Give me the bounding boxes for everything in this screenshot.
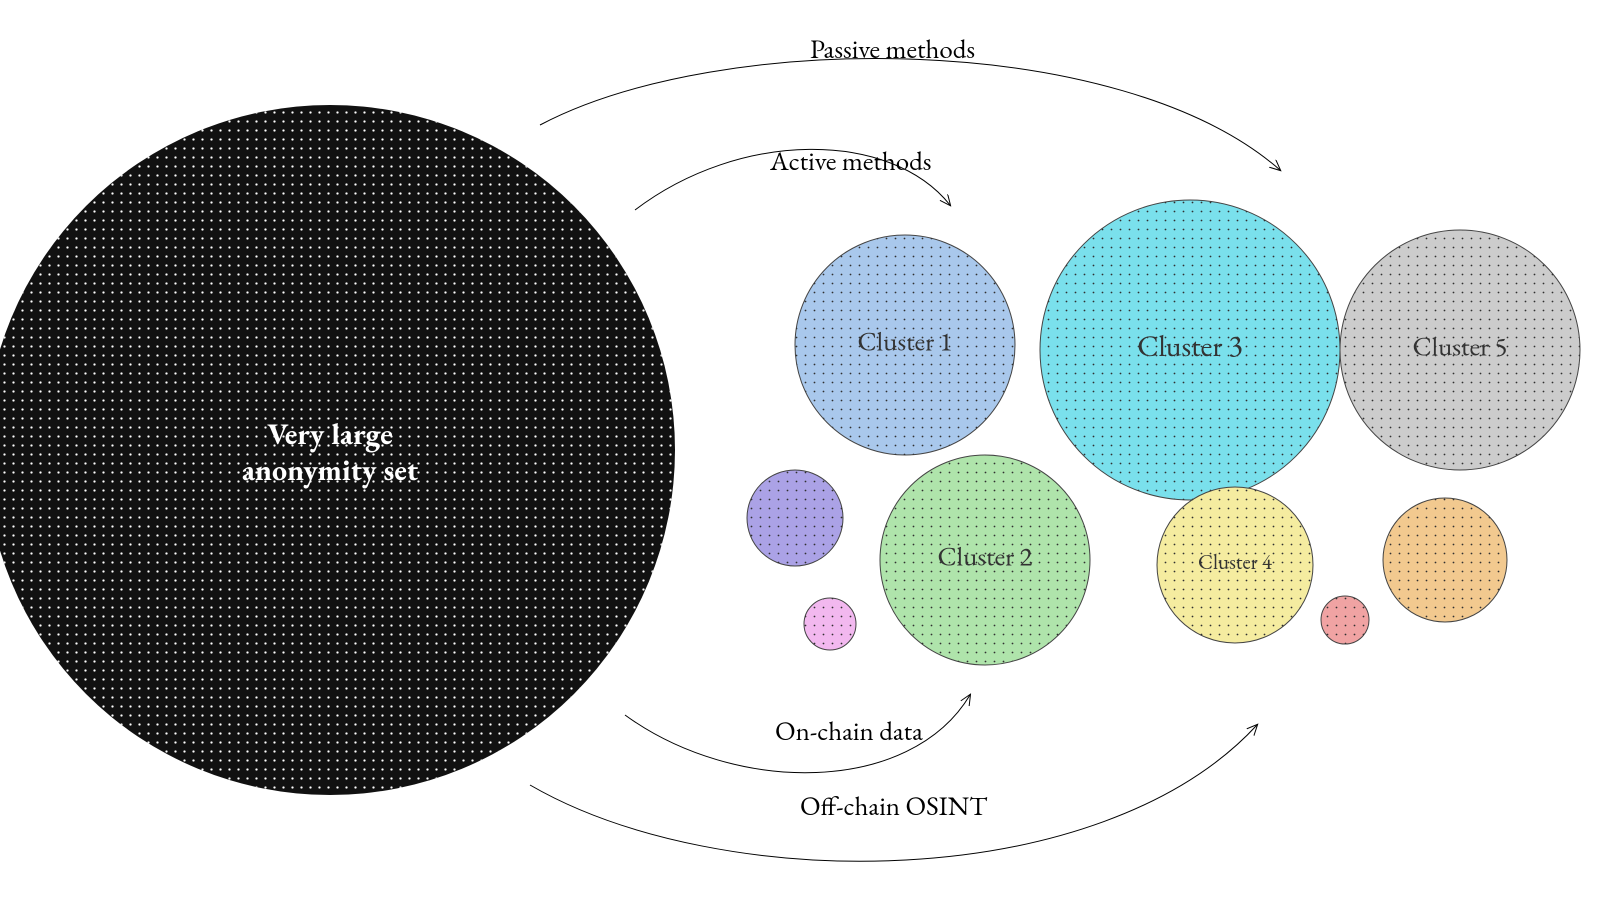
cluster-red: [1321, 596, 1369, 644]
cluster-label-cluster5: Cluster 5: [1413, 329, 1508, 364]
cluster-label-cluster3: Cluster 3: [1137, 326, 1243, 365]
arrow-label-active: Active methods: [769, 144, 932, 179]
cluster-label-cluster4: Cluster 4: [1198, 549, 1273, 576]
cluster-cluster4: Cluster 4: [1157, 487, 1313, 643]
anonymity-set-label-line2: anonymity set: [242, 450, 419, 489]
cluster-cluster5: Cluster 5: [1340, 230, 1580, 470]
cluster-orange: [1383, 498, 1507, 622]
cluster-cluster1: Cluster 1: [795, 235, 1015, 455]
cluster-cluster3: Cluster 3: [1040, 200, 1340, 500]
cluster-pink: [804, 598, 856, 650]
arrow-label-onchain: On-chain data: [775, 714, 923, 749]
cluster-label-cluster1: Cluster 1: [858, 324, 953, 359]
clusters-group: Cluster 1 Cluster 3 Cluster 5 Cluster 2 Clus…: [747, 200, 1580, 665]
cluster-purple: [747, 470, 843, 566]
arrow-label-passive: Passive methods: [810, 32, 975, 67]
anonymity-set-label-line1: Very large: [267, 414, 393, 453]
anonymity-set-circle: Very large anonymity set: [0, 105, 675, 795]
cluster-cluster2: Cluster 2: [880, 455, 1090, 665]
diagram-canvas: Very large anonymity set Cluster 1Cluste…: [0, 0, 1600, 900]
cluster-label-cluster2: Cluster 2: [938, 539, 1033, 574]
arrow-label-offchain: Off-chain OSINT: [800, 789, 988, 824]
